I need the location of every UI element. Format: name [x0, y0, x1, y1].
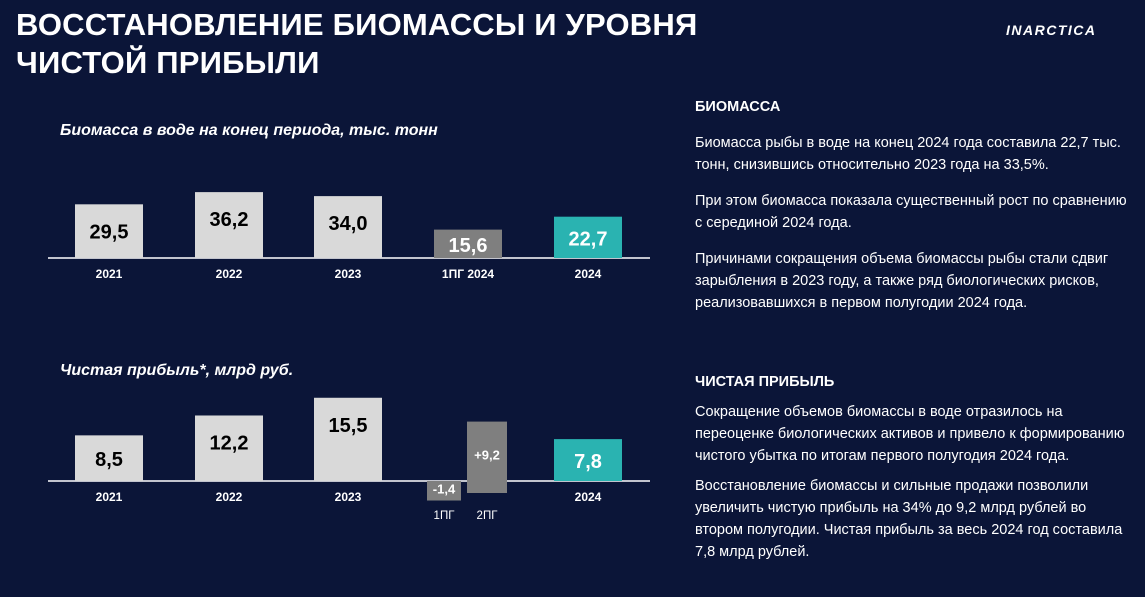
- page-title: ВОССТАНОВЛЕНИЕ БИОМАССЫ И УРОВНЯ ЧИСТОЙ …: [16, 7, 698, 80]
- profit-split-data-label: +9,2: [474, 448, 500, 463]
- biomass-paragraph-2: При этом биомасса показала существенный …: [695, 193, 1127, 231]
- biomass-chart: 29,5 2021 36,2 2022 34,0 2023 15,6 1ПГ 2024 22,7…: [48, 192, 650, 281]
- profit-tick-label: 2022: [216, 490, 243, 504]
- profit-split-data-label: -1,4: [433, 482, 456, 497]
- profit-tick-label: 2021: [96, 490, 123, 504]
- profit-data-label: 12,2: [210, 432, 249, 454]
- profit-text-block: ЧИСТАЯ ПРИБЫЛЬ Сокращение объемов биомас…: [695, 371, 1135, 563]
- profit-bar: [314, 397, 382, 481]
- profit-bar: [195, 415, 263, 481]
- biomass-tick-label: 1ПГ 2024: [442, 267, 494, 281]
- profit-data-label: 15,5: [329, 415, 368, 437]
- biomass-tick-label: 2023: [335, 267, 362, 281]
- profit-tick-label: 2023: [335, 490, 362, 504]
- profit-data-label: 7,8: [574, 451, 602, 473]
- biomass-bar: [314, 196, 382, 258]
- profit-bar: [554, 439, 622, 481]
- biomass-heading: БИОМАССА: [695, 99, 781, 115]
- net-profit-chart: 8,5 2021 12,2 2022 15,5 2023 7,8 2024 -1,4 +9,2 1П…: [48, 397, 650, 522]
- company-logo: INARCTICA: [1006, 22, 1097, 38]
- profit-split-tick-label: 2ПГ: [477, 510, 499, 522]
- biomass-chart-title: Биомасса в воде на конец периода, тыс. т…: [60, 122, 438, 139]
- biomass-data-label: 29,5: [90, 221, 129, 243]
- biomass-data-label: 22,7: [569, 228, 608, 250]
- biomass-data-label: 36,2: [210, 209, 249, 231]
- profit-paragraph-1: Сокращение объемов биомассы в воде отраз…: [695, 404, 1125, 464]
- profit-split-bar: [427, 481, 461, 501]
- biomass-bar: [195, 192, 263, 258]
- biomass-bar: [554, 216, 622, 258]
- biomass-bar: [434, 229, 502, 258]
- profit-bar: [75, 435, 143, 481]
- biomass-paragraph-1: Биомасса рыбы в воде на конец 2024 года …: [695, 135, 1121, 173]
- biomass-tick-label: 2021: [96, 267, 123, 281]
- biomass-tick-label: 2022: [216, 267, 243, 281]
- biomass-data-label: 15,6: [449, 235, 488, 257]
- biomass-text-block: БИОМАССА Биомасса рыбы в воде на конец 2…: [695, 96, 1135, 314]
- biomass-paragraph-3: Причинами сокращения объема биомассы рыб…: [695, 251, 1109, 311]
- profit-chart-title: Чистая прибыль*, млрд руб.: [60, 362, 294, 379]
- profit-split-tick-label: 1ПГ: [434, 510, 456, 522]
- profit-tick-label: 2024: [575, 490, 602, 504]
- profit-data-label: 8,5: [95, 449, 123, 471]
- biomass-tick-label: 2024: [575, 267, 602, 281]
- profit-heading: ЧИСТАЯ ПРИБЫЛЬ: [695, 374, 835, 390]
- profit-paragraph-2: Восстановление биомассы и сильные продаж…: [695, 478, 1123, 560]
- biomass-bar: [75, 204, 143, 258]
- biomass-data-label: 34,0: [329, 213, 368, 235]
- profit-split-bar: [467, 421, 507, 493]
